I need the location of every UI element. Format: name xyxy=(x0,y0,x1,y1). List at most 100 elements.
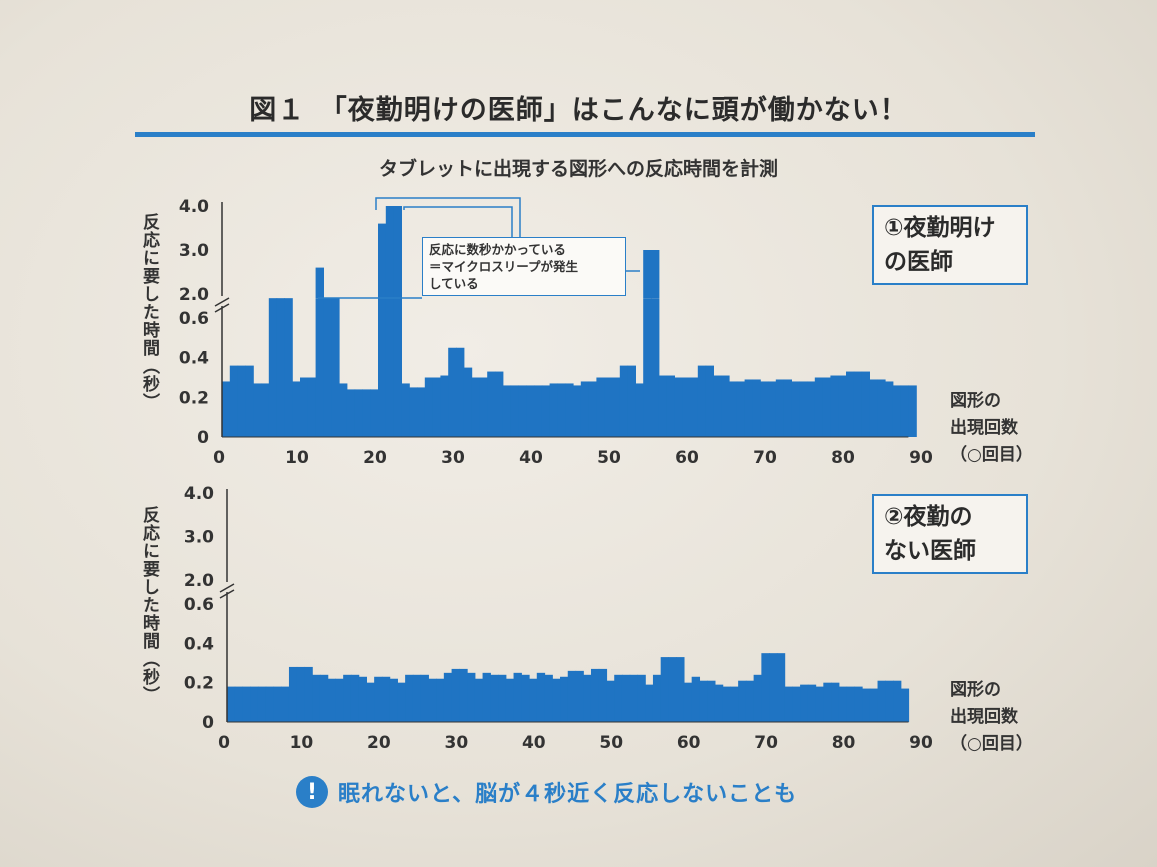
bar xyxy=(495,371,504,437)
bar xyxy=(374,676,383,722)
bar xyxy=(487,371,496,437)
bar xyxy=(343,674,352,722)
bar xyxy=(573,385,582,437)
bar xyxy=(471,377,480,437)
bar xyxy=(674,377,683,437)
bar xyxy=(714,684,724,722)
bar xyxy=(409,387,418,437)
bar xyxy=(300,377,309,437)
bar xyxy=(814,377,824,437)
bar xyxy=(335,678,344,722)
bar xyxy=(381,676,391,722)
axis-break-mark xyxy=(219,583,235,593)
bar xyxy=(385,298,395,437)
bar xyxy=(222,381,231,437)
bar xyxy=(635,383,644,437)
bar xyxy=(513,672,522,722)
x-tick-label: 0 xyxy=(213,448,225,468)
bar xyxy=(683,682,693,722)
bar xyxy=(250,686,259,722)
bar xyxy=(900,688,910,722)
bar xyxy=(761,653,770,722)
bar xyxy=(658,375,668,437)
x-tick-label: 0 xyxy=(218,733,230,753)
bar xyxy=(769,653,778,722)
bar xyxy=(893,680,902,722)
x-tick-label: 20 xyxy=(367,733,391,753)
bar xyxy=(885,680,894,722)
chart2-legend: ②夜勤の ない医師 xyxy=(872,494,1028,574)
microsleep-annotation: 反応に数秒かかっている ＝マイクロスリープが発生 している xyxy=(422,237,626,296)
bar xyxy=(729,381,738,437)
bar xyxy=(738,680,747,722)
title-divider xyxy=(135,132,1035,137)
x-tick-label: 60 xyxy=(677,733,701,753)
bar xyxy=(467,672,476,722)
bar xyxy=(257,686,267,722)
bar xyxy=(869,688,879,722)
bar xyxy=(479,377,488,437)
bar xyxy=(490,674,499,722)
bar xyxy=(799,381,808,437)
bar-upper xyxy=(393,206,402,298)
bar xyxy=(721,375,730,437)
bar xyxy=(304,666,313,722)
bar xyxy=(736,381,746,437)
bar xyxy=(877,379,886,437)
bar xyxy=(268,298,278,437)
x-tick-label: 50 xyxy=(599,733,623,753)
x-tick-label: 40 xyxy=(522,733,546,753)
bar xyxy=(846,686,855,722)
bar xyxy=(393,298,402,437)
y-tick-label: 0.6 xyxy=(179,309,209,329)
x-tick-label: 90 xyxy=(909,733,933,753)
exclamation-circle-icon: ! xyxy=(296,776,328,808)
bar xyxy=(823,682,832,722)
axis-break-mark xyxy=(214,297,230,307)
bar xyxy=(744,379,753,437)
bar xyxy=(265,686,275,722)
bar xyxy=(800,684,809,722)
bar xyxy=(237,365,246,437)
chart1-legend: ①夜勤明け の医師 xyxy=(872,205,1028,285)
bar xyxy=(505,678,515,722)
bar xyxy=(443,672,453,722)
y-tick-label: 0.6 xyxy=(184,595,214,615)
bar xyxy=(854,686,863,722)
bar xyxy=(598,668,608,722)
bar xyxy=(853,371,863,437)
chart1-ylabel: 反応に要した時間（秒） xyxy=(139,213,159,411)
bar xyxy=(612,377,621,437)
bar xyxy=(590,668,600,722)
bar xyxy=(604,377,613,437)
bar xyxy=(776,653,786,722)
bar xyxy=(362,389,371,437)
x-tick-label: 70 xyxy=(753,448,777,468)
bar xyxy=(830,375,839,437)
bar xyxy=(885,381,894,437)
y-tick-label: 0.2 xyxy=(179,388,209,408)
y-tick-label: 3.0 xyxy=(179,241,209,261)
bar xyxy=(459,668,468,722)
bar xyxy=(668,657,677,722)
bar xyxy=(534,385,543,437)
x-tick-label: 30 xyxy=(444,733,468,753)
chart1-xlabel: 図形の 出現回数 （○回目） xyxy=(950,391,1033,465)
footer-note: ! 眠れないと、脳が４秒近く反応しないことも xyxy=(296,774,797,810)
bar xyxy=(862,688,871,722)
bar-upper xyxy=(378,223,387,298)
bar xyxy=(560,676,569,722)
bar xyxy=(861,371,870,437)
bar xyxy=(276,298,285,437)
bar xyxy=(645,684,654,722)
bar xyxy=(792,686,801,722)
bar xyxy=(456,347,465,437)
bar xyxy=(760,381,769,437)
bar xyxy=(783,379,792,437)
figure-title: 図１ 「夜勤明けの医師」はこんなに頭が働かない！ xyxy=(249,95,908,126)
bar xyxy=(440,375,449,437)
bar xyxy=(557,383,566,437)
bar xyxy=(420,674,429,722)
footer-text: 眠れないと、脳が４秒近く反応しないことも xyxy=(338,782,798,807)
